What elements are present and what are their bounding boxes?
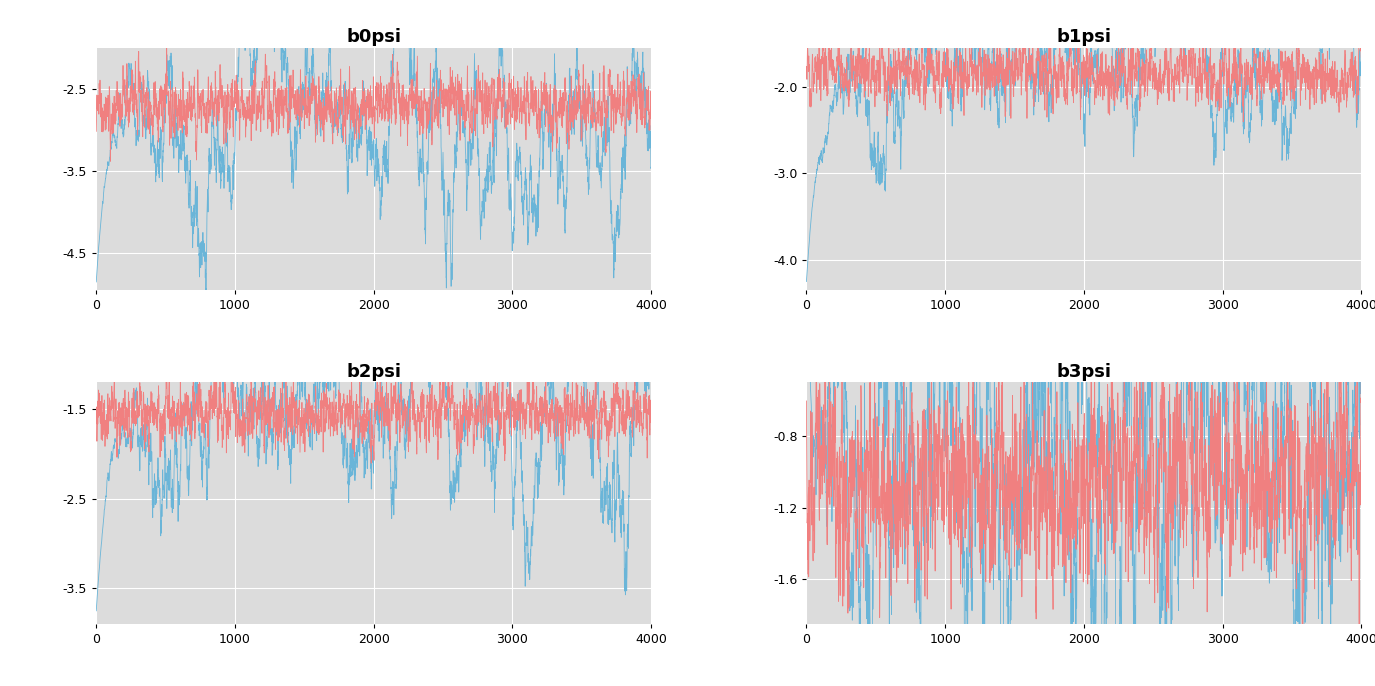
Title: b0psi: b0psi: [346, 28, 402, 47]
Title: b3psi: b3psi: [1056, 363, 1111, 381]
Title: b2psi: b2psi: [346, 363, 402, 381]
Title: b1psi: b1psi: [1056, 28, 1111, 47]
